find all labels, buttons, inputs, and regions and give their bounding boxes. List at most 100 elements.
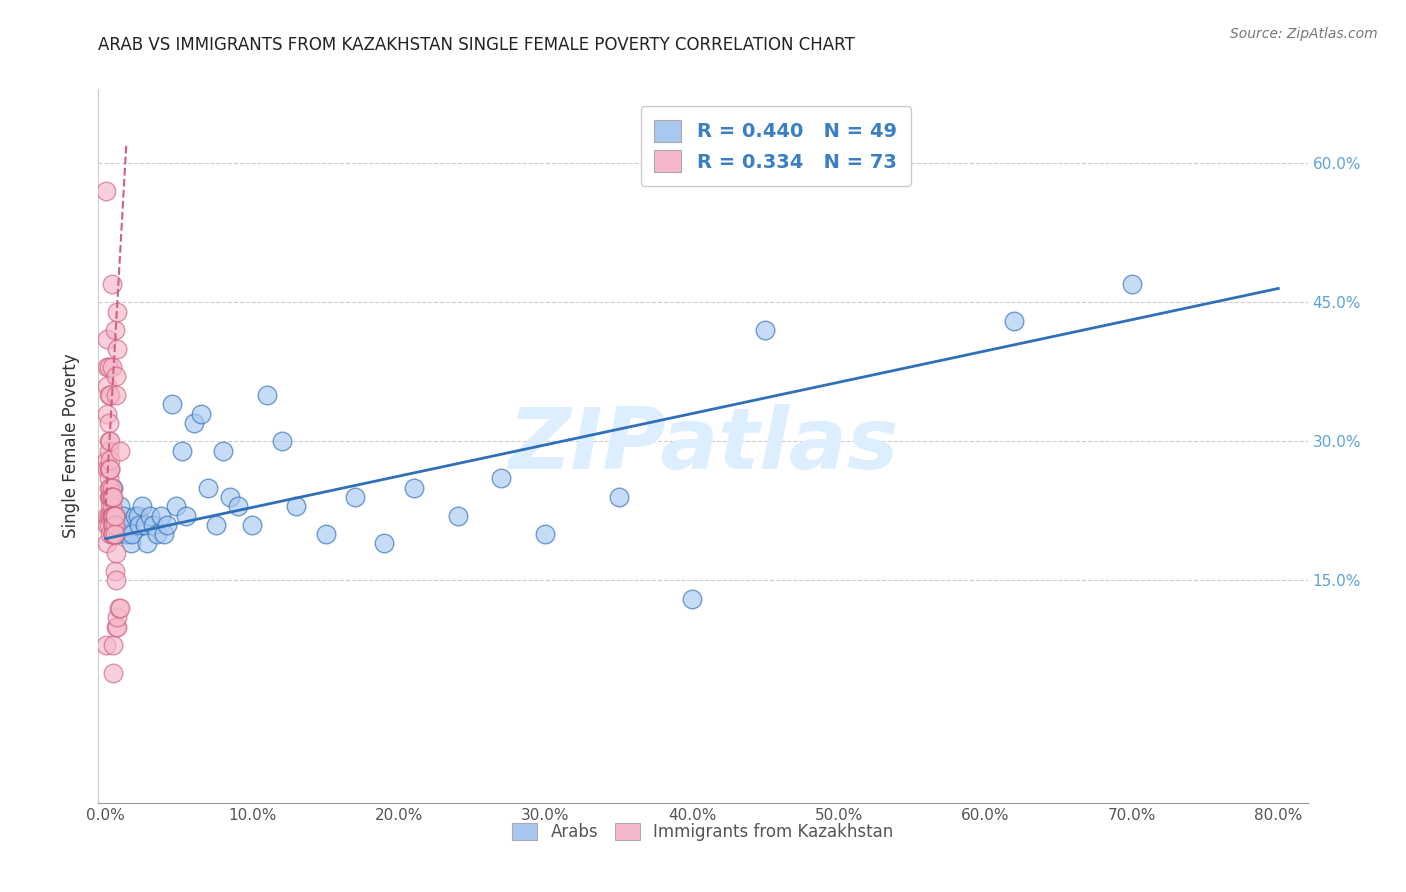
- Point: [101, 508, 124, 523]
- Point: [101, 527, 124, 541]
- Point: [100, 508, 122, 523]
- Point: [197, 481, 219, 495]
- Point: [681, 591, 703, 606]
- Point: [96, 378, 118, 392]
- Point: [270, 434, 292, 449]
- Point: [100, 508, 122, 523]
- Point: [160, 397, 183, 411]
- Point: [96, 517, 118, 532]
- Point: [101, 517, 124, 532]
- Point: [98, 388, 121, 402]
- Point: [105, 574, 128, 588]
- Point: [107, 342, 129, 356]
- Text: ZIPatlas: ZIPatlas: [508, 404, 898, 488]
- Point: [103, 517, 125, 532]
- Point: [135, 536, 157, 550]
- Point: [97, 471, 120, 485]
- Text: Source: ZipAtlas.com: Source: ZipAtlas.com: [1230, 27, 1378, 41]
- Point: [108, 601, 131, 615]
- Point: [153, 527, 176, 541]
- Point: [754, 323, 776, 337]
- Point: [107, 304, 129, 318]
- Point: [402, 481, 425, 495]
- Point: [120, 536, 142, 550]
- Point: [1004, 314, 1026, 328]
- Point: [176, 508, 198, 523]
- Point: [100, 500, 122, 514]
- Point: [98, 527, 121, 541]
- Point: [96, 462, 118, 476]
- Point: [124, 508, 146, 523]
- Point: [101, 481, 124, 495]
- Point: [101, 666, 124, 681]
- Point: [98, 434, 121, 449]
- Point: [98, 500, 121, 514]
- Point: [101, 527, 124, 541]
- Point: [343, 490, 366, 504]
- Point: [103, 508, 125, 523]
- Point: [134, 517, 156, 532]
- Point: [96, 508, 118, 523]
- Point: [105, 545, 128, 559]
- Point: [101, 508, 124, 523]
- Point: [256, 388, 278, 402]
- Point: [105, 620, 128, 634]
- Point: [103, 564, 125, 578]
- Point: [534, 527, 557, 541]
- Point: [190, 407, 212, 421]
- Point: [96, 333, 118, 347]
- Point: [107, 620, 129, 634]
- Point: [100, 481, 122, 495]
- Point: [103, 527, 125, 541]
- Point: [183, 416, 205, 430]
- Point: [97, 508, 120, 523]
- Point: [98, 508, 121, 523]
- Point: [97, 481, 120, 495]
- Point: [101, 508, 124, 523]
- Point: [226, 500, 249, 514]
- Point: [97, 388, 120, 402]
- Point: [98, 490, 121, 504]
- Point: [156, 517, 179, 532]
- Point: [118, 517, 141, 532]
- Point: [94, 184, 117, 198]
- Point: [110, 601, 132, 615]
- Point: [98, 462, 121, 476]
- Point: [219, 490, 242, 504]
- Point: [97, 434, 120, 449]
- Point: [285, 500, 308, 514]
- Point: [98, 453, 121, 467]
- Point: [101, 527, 124, 541]
- Point: [97, 517, 120, 532]
- Point: [101, 490, 124, 504]
- Point: [96, 453, 118, 467]
- Point: [94, 638, 117, 652]
- Point: [165, 500, 187, 514]
- Point: [100, 490, 122, 504]
- Point: [491, 471, 513, 485]
- Point: [101, 638, 124, 652]
- Point: [110, 500, 132, 514]
- Point: [98, 490, 121, 504]
- Point: [127, 508, 149, 523]
- Point: [1121, 277, 1143, 291]
- Point: [96, 536, 118, 550]
- Y-axis label: Single Female Poverty: Single Female Poverty: [62, 354, 80, 538]
- Point: [107, 527, 129, 541]
- Point: [103, 323, 125, 337]
- Text: ARAB VS IMMIGRANTS FROM KAZAKHSTAN SINGLE FEMALE POVERTY CORRELATION CHART: ARAB VS IMMIGRANTS FROM KAZAKHSTAN SINGL…: [98, 36, 855, 54]
- Point: [98, 481, 121, 495]
- Point: [112, 508, 135, 523]
- Point: [128, 517, 150, 532]
- Legend: Arabs, Immigrants from Kazakhstan: Arabs, Immigrants from Kazakhstan: [506, 816, 900, 848]
- Point: [105, 508, 128, 523]
- Point: [446, 508, 468, 523]
- Point: [100, 508, 122, 523]
- Point: [96, 360, 118, 375]
- Point: [100, 277, 122, 291]
- Point: [121, 527, 143, 541]
- Point: [97, 490, 120, 504]
- Point: [97, 462, 120, 476]
- Point: [101, 527, 124, 541]
- Point: [240, 517, 263, 532]
